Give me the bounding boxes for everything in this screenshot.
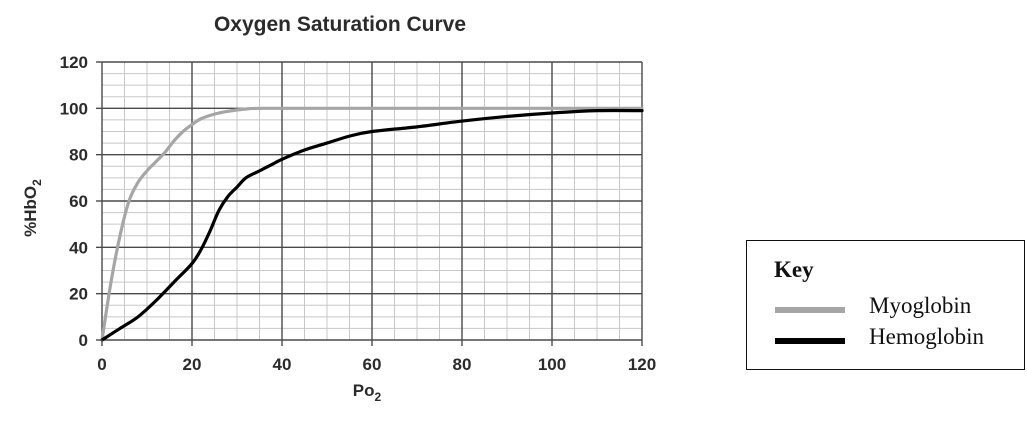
series-layer (100, 106, 644, 342)
x-tick-label: 20 (183, 355, 202, 374)
y-tick-label: 80 (69, 146, 88, 165)
series-line-hemoglobin (100, 108, 644, 342)
y-tick-label: 40 (69, 238, 88, 257)
key-label-myoglobin: Myoglobin (869, 293, 972, 318)
chart-title: Oxygen Saturation Curve (214, 13, 466, 36)
y-tick-label: 20 (69, 285, 88, 304)
chart-key: Key Myoglobin Hemoglobin (746, 240, 1025, 370)
x-axis-label-subscript: 2 (375, 390, 382, 404)
y-axis-label: %HbO2 (21, 179, 44, 237)
key-label-hemoglobin: Hemoglobin (869, 324, 984, 349)
key-item-myoglobin: Myoglobin (775, 293, 1025, 321)
myoglobin-swatch (775, 307, 845, 313)
y-axis-label-subscript: 2 (30, 179, 44, 186)
series-line-myoglobin (100, 106, 644, 342)
oxygen-saturation-chart: Oxygen Saturation Curve 0 20 40 60 80 100 120 … (21, 13, 656, 404)
x-tick-label: 60 (363, 355, 382, 374)
x-axis-label-main: Po (353, 381, 375, 400)
x-tick-label: 0 (97, 355, 106, 374)
key-title: Key (774, 257, 814, 282)
key-item-hemoglobin: Hemoglobin (775, 324, 1025, 352)
x-tick-label: 40 (273, 355, 292, 374)
y-tick-label: 60 (69, 192, 88, 211)
x-tick-label: 80 (453, 355, 472, 374)
y-tick-labels: 0 20 40 60 80 100 120 (60, 53, 102, 350)
x-axis-label: Po2 (353, 381, 382, 404)
y-tick-label: 0 (79, 331, 88, 350)
y-tick-label: 120 (60, 53, 88, 72)
y-axis-label-main: %HbO (21, 186, 40, 237)
x-tick-labels: 0 20 40 60 80 100 120 (97, 340, 656, 374)
major-grid (101, 61, 643, 341)
x-tick-label: 120 (628, 355, 656, 374)
x-tick-label: 100 (538, 355, 566, 374)
y-tick-label: 100 (60, 99, 88, 118)
hemoglobin-swatch (775, 338, 845, 344)
